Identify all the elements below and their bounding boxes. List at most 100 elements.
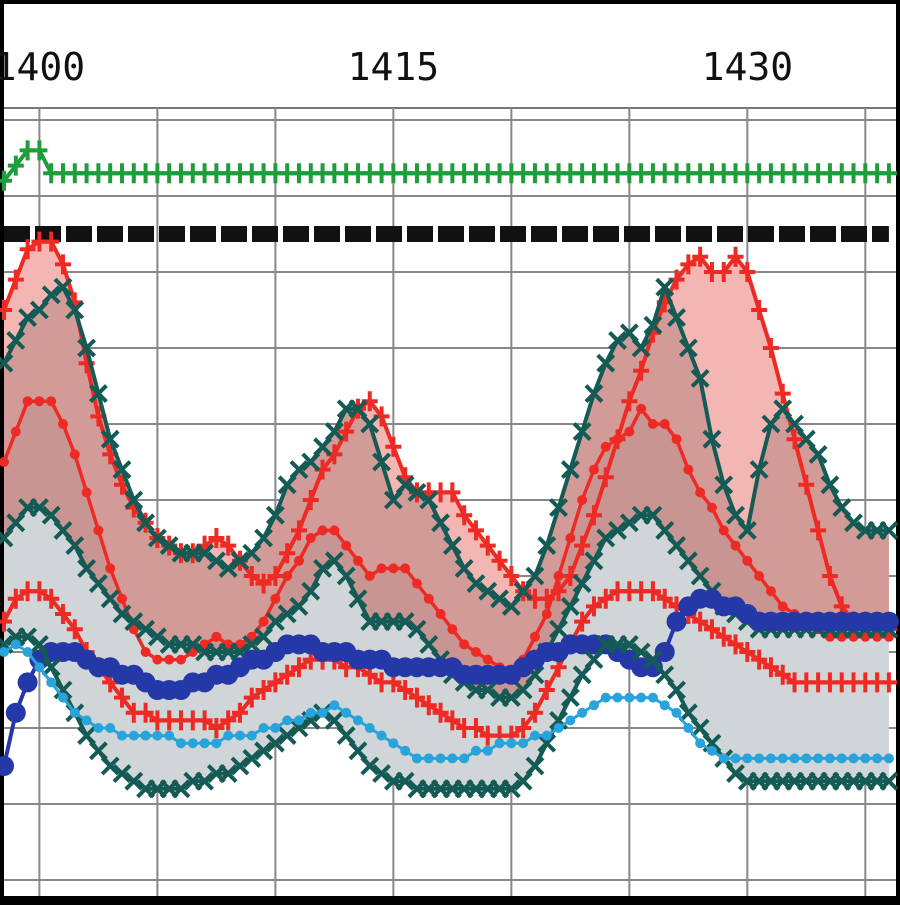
data-point [171,779,191,799]
data-point [737,520,757,540]
data-point [821,566,838,586]
data-point [137,702,154,723]
data-point [128,730,139,741]
data-point [619,513,639,533]
data-point [692,246,709,267]
data-point [277,475,297,495]
data-point [77,726,97,746]
data-point [196,710,213,731]
data-point [112,460,132,480]
data-point [624,426,635,437]
data-point [10,639,21,650]
data-point [324,422,344,442]
data-point [631,338,651,358]
data-point [765,586,776,597]
data-point [46,396,57,407]
data-point [597,588,614,609]
data-point [183,634,203,654]
data-point [444,482,461,503]
data-point [777,753,788,764]
data-point [695,487,706,498]
data-point [254,741,273,761]
data-point [242,634,262,654]
data-point [6,513,26,533]
data-point [671,434,682,445]
data-point [53,520,73,540]
data-point [501,596,521,616]
data-point [411,578,422,589]
data-point [643,315,663,335]
data-point [655,665,675,685]
data-point [277,604,297,624]
data-point [596,528,616,548]
data-point [765,753,776,764]
data-point [140,730,151,741]
data-point [612,434,623,445]
data-point [279,543,296,564]
data-point [364,571,375,581]
data-point [447,753,458,764]
data-point [258,616,269,627]
band-fill [4,287,889,675]
data-point [584,384,604,404]
data-point [279,664,296,685]
data-point [678,703,698,723]
data-point [352,555,363,566]
data-point [81,487,92,498]
data-point [77,338,97,358]
data-point [289,718,309,738]
data-point [93,723,104,733]
data-point [270,593,281,604]
data-point [478,581,498,601]
data-point [754,571,765,581]
data-point [796,429,816,449]
data-point [164,730,175,741]
data-point [880,672,897,693]
data-point [612,692,623,703]
data-point [0,353,14,373]
data-point [529,631,540,642]
data-point [798,474,815,495]
data-point [690,368,710,388]
data-point [22,396,33,407]
data-point [742,753,753,764]
data-point [116,730,127,741]
data-point [619,634,639,654]
data-point [282,715,293,726]
data-point [348,741,368,761]
data-point [57,419,68,429]
data-point [22,647,33,657]
data-point [329,700,340,711]
data-point [218,558,238,578]
data-point [397,680,414,700]
data-point [18,627,38,647]
data-point [706,745,717,756]
data-point [515,718,532,738]
data-point [501,688,521,708]
data-point [348,399,368,419]
data-point [435,609,446,619]
data-point [777,601,788,612]
data-point [680,254,697,275]
data-point [549,619,568,639]
data-point [584,650,604,670]
data-point [243,566,260,586]
data-point [265,733,285,753]
data-point [408,687,425,708]
data-point [69,449,80,460]
data-point [423,753,434,764]
data-point [223,730,234,741]
data-point [0,170,12,191]
data-point [0,647,9,657]
data-point [7,269,24,290]
data-point [7,588,24,609]
data-point [690,718,710,738]
data-point [43,588,60,609]
data-point [53,680,73,700]
data-point [654,642,675,662]
data-point [57,692,68,703]
data-point [478,680,498,700]
data-point [195,771,214,791]
data-point [6,330,26,350]
data-point [513,680,533,700]
